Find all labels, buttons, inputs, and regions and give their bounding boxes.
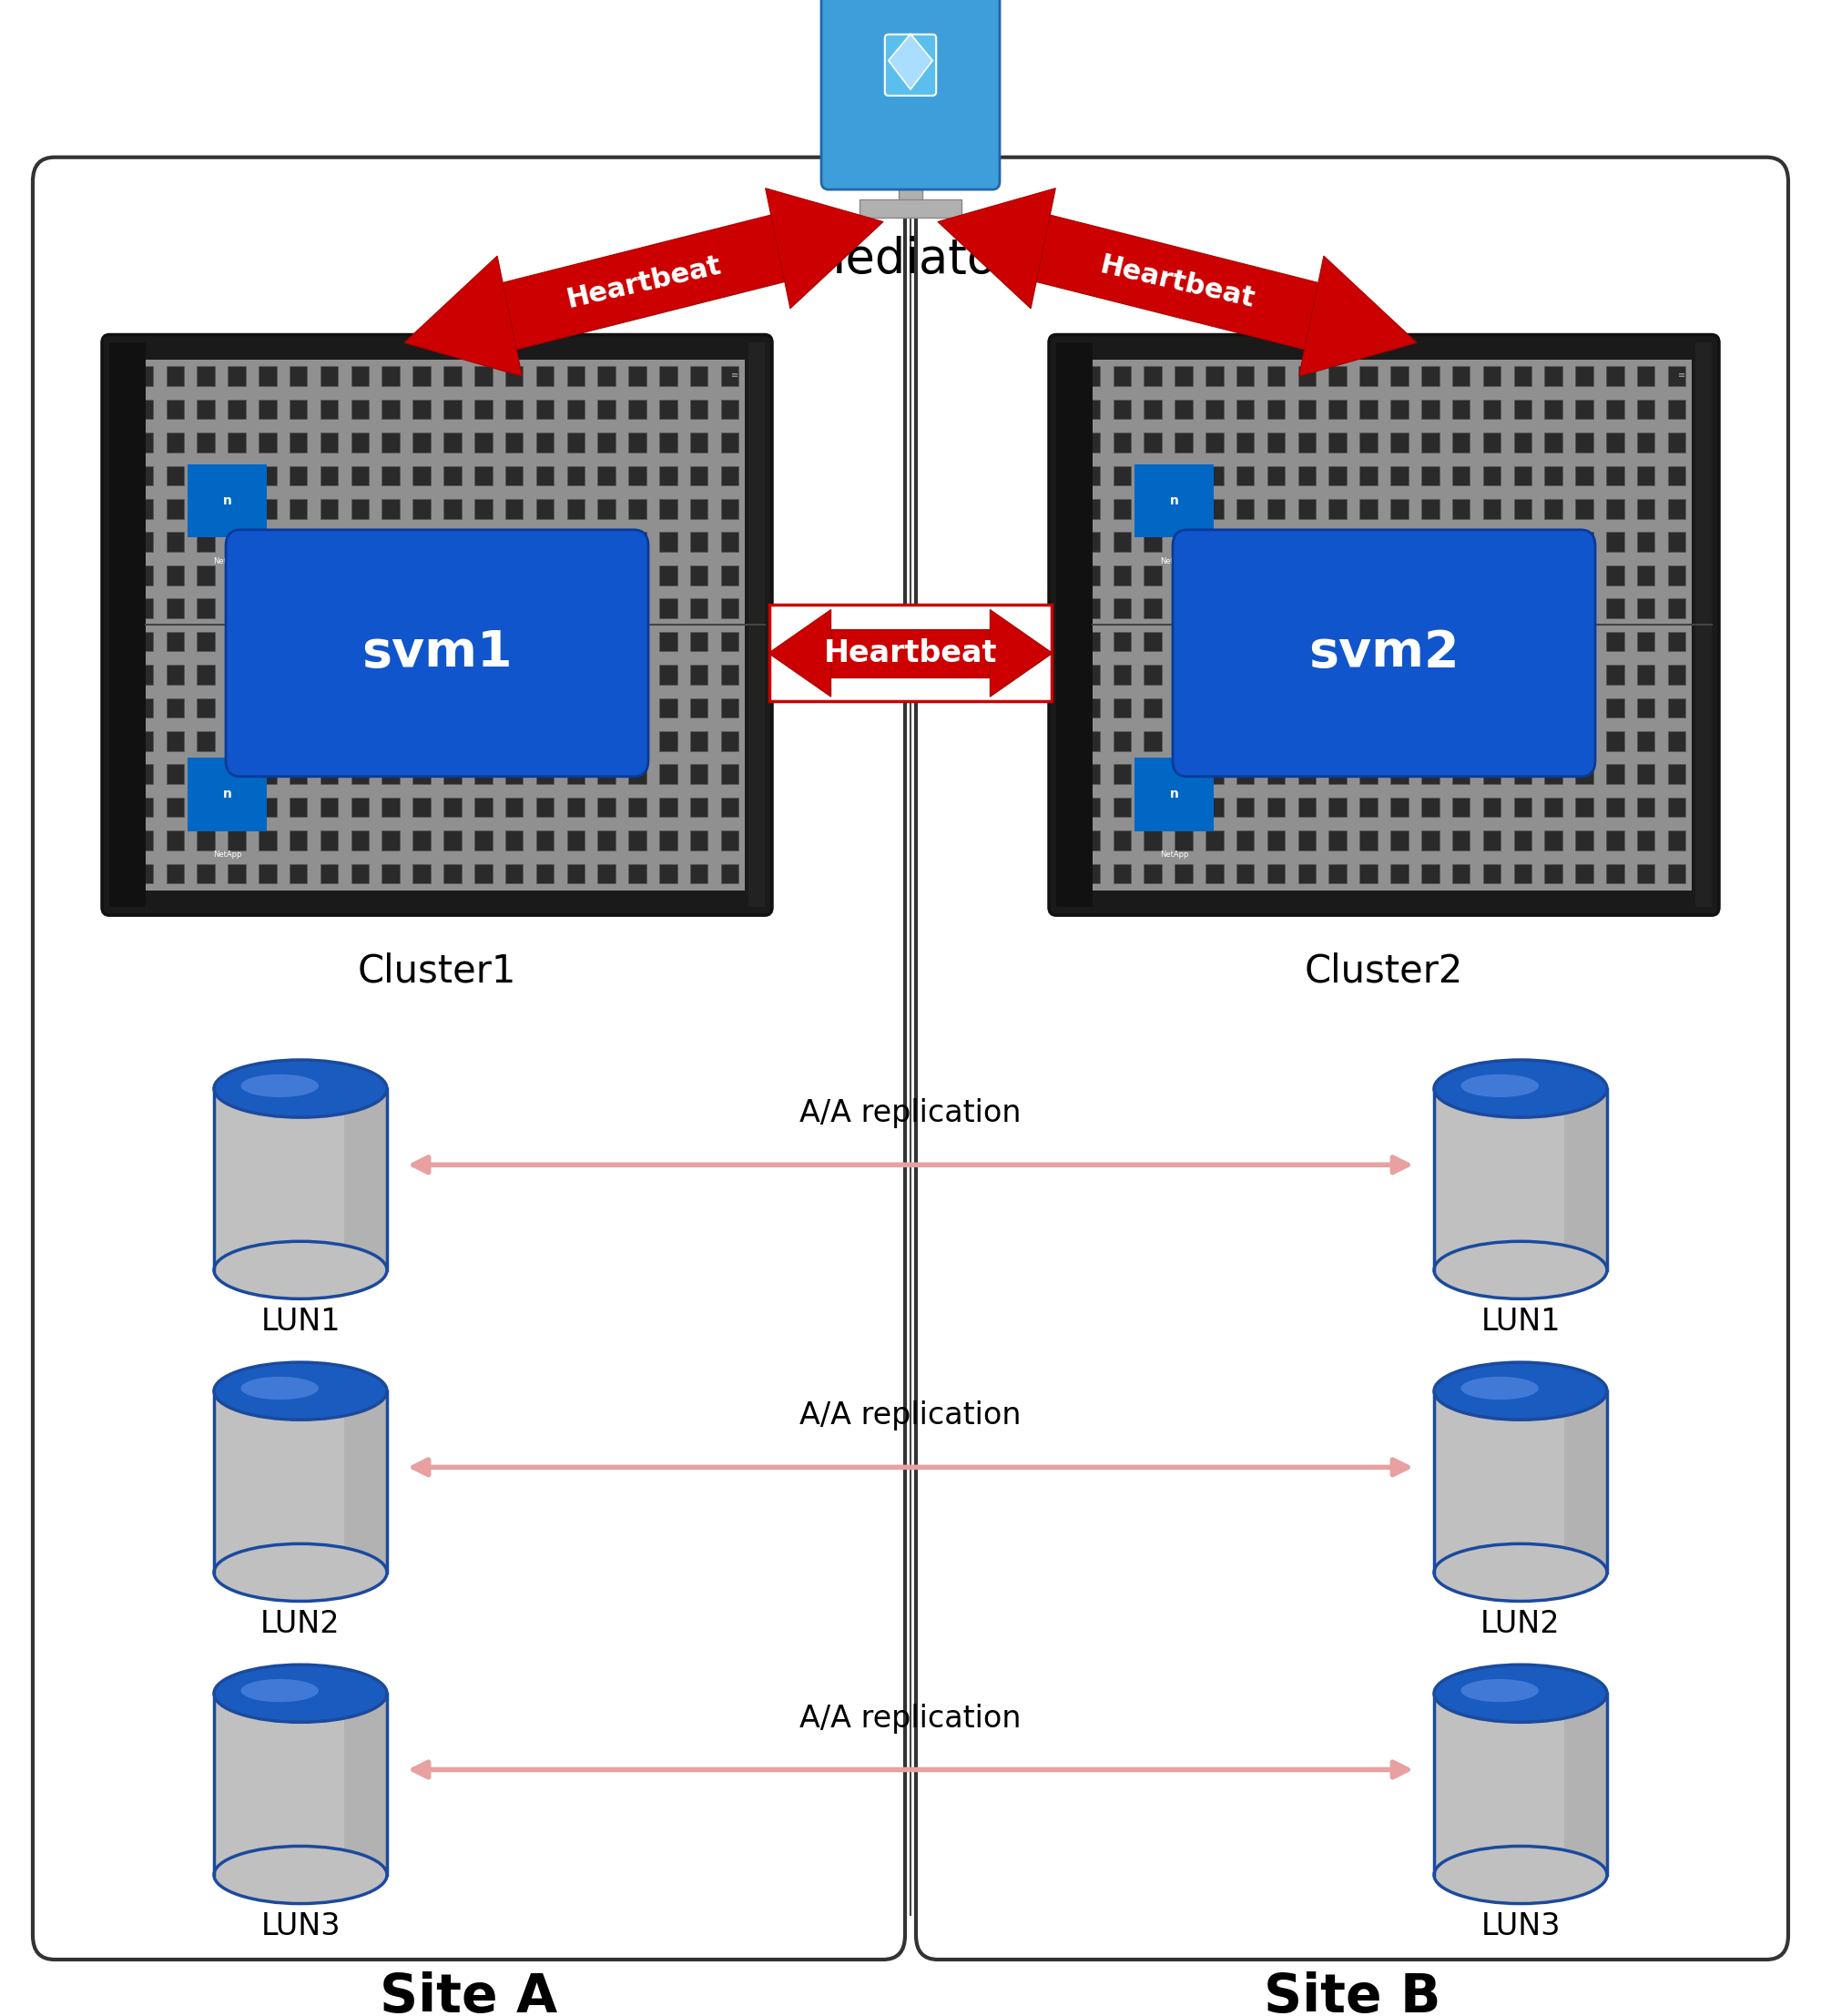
Bar <box>215 1391 388 1572</box>
Text: Mediator: Mediator <box>805 236 1016 282</box>
Ellipse shape <box>1435 1544 1608 1601</box>
Bar <box>1056 343 1093 907</box>
Ellipse shape <box>1460 1075 1539 1097</box>
Text: Site A: Site A <box>381 1972 557 2016</box>
Polygon shape <box>765 187 883 308</box>
Polygon shape <box>889 34 932 89</box>
Ellipse shape <box>215 1060 386 1117</box>
Ellipse shape <box>215 1242 386 1298</box>
FancyBboxPatch shape <box>1173 530 1595 776</box>
Ellipse shape <box>1435 1363 1608 1419</box>
Bar <box>188 758 266 831</box>
Text: n: n <box>1169 494 1178 508</box>
Text: ≡: ≡ <box>732 371 739 381</box>
Text: Site B: Site B <box>1264 1972 1440 2016</box>
FancyBboxPatch shape <box>821 0 1000 190</box>
Text: LUN1: LUN1 <box>1480 1306 1561 1337</box>
Text: n: n <box>222 494 231 508</box>
Polygon shape <box>1298 256 1417 377</box>
Bar <box>344 1089 386 1270</box>
Text: Cluster1: Cluster1 <box>357 952 517 990</box>
Ellipse shape <box>1435 1847 1608 1903</box>
Bar <box>215 1089 388 1270</box>
Text: NetApp: NetApp <box>1160 851 1189 859</box>
Text: LUN2: LUN2 <box>260 1609 341 1639</box>
Ellipse shape <box>215 1544 386 1601</box>
Text: A/A replication: A/A replication <box>799 1401 1022 1431</box>
Bar <box>1435 1089 1608 1270</box>
Text: LUN3: LUN3 <box>1480 1911 1561 1941</box>
Text: Heartbeat: Heartbeat <box>1098 252 1256 312</box>
Bar <box>129 359 745 891</box>
Text: NetApp: NetApp <box>1160 556 1189 564</box>
Polygon shape <box>503 216 785 349</box>
Text: LUN2: LUN2 <box>1480 1609 1561 1639</box>
Bar <box>215 1693 388 1875</box>
FancyBboxPatch shape <box>102 335 772 915</box>
Bar <box>1134 758 1213 831</box>
FancyBboxPatch shape <box>226 530 648 776</box>
Bar <box>344 1391 386 1572</box>
Text: NetApp: NetApp <box>213 556 242 564</box>
Polygon shape <box>1036 216 1318 349</box>
Bar <box>1435 1391 1608 1572</box>
Text: svm1: svm1 <box>362 629 512 677</box>
Bar <box>1695 343 1712 907</box>
Ellipse shape <box>1460 1679 1539 1702</box>
Bar <box>1564 1693 1608 1875</box>
Text: ≡: ≡ <box>1679 371 1686 381</box>
Ellipse shape <box>240 1075 319 1097</box>
Bar <box>109 343 146 907</box>
FancyBboxPatch shape <box>1049 335 1719 915</box>
Bar <box>344 1693 386 1875</box>
Ellipse shape <box>1460 1377 1539 1399</box>
Bar <box>860 200 961 218</box>
Bar <box>1564 1089 1608 1270</box>
Ellipse shape <box>1435 1242 1608 1298</box>
Bar <box>1564 1391 1608 1572</box>
Bar <box>1076 359 1692 891</box>
Polygon shape <box>991 609 1053 698</box>
Polygon shape <box>768 609 830 698</box>
Text: A/A replication: A/A replication <box>799 1704 1022 1734</box>
Text: NetApp: NetApp <box>213 851 242 859</box>
Ellipse shape <box>240 1679 319 1702</box>
Ellipse shape <box>215 1665 386 1722</box>
Bar <box>1435 1693 1608 1875</box>
Ellipse shape <box>1435 1665 1608 1722</box>
Text: n: n <box>1169 788 1178 800</box>
Text: Heartbeat: Heartbeat <box>823 639 998 667</box>
Polygon shape <box>830 629 991 677</box>
Polygon shape <box>938 187 1056 308</box>
Text: svm2: svm2 <box>1309 629 1459 677</box>
Bar <box>1134 464 1213 538</box>
FancyBboxPatch shape <box>33 157 905 1960</box>
Text: Heartbeat: Heartbeat <box>565 252 723 312</box>
Polygon shape <box>404 256 523 377</box>
Ellipse shape <box>1435 1060 1608 1117</box>
FancyBboxPatch shape <box>885 34 936 95</box>
FancyBboxPatch shape <box>768 605 1053 702</box>
Ellipse shape <box>215 1847 386 1903</box>
Text: A/A replication: A/A replication <box>799 1099 1022 1129</box>
Text: Cluster2: Cluster2 <box>1304 952 1464 990</box>
Bar <box>188 464 266 538</box>
FancyBboxPatch shape <box>916 157 1788 1960</box>
Bar <box>748 343 765 907</box>
Ellipse shape <box>240 1377 319 1399</box>
Ellipse shape <box>215 1363 386 1419</box>
Text: LUN1: LUN1 <box>260 1306 341 1337</box>
Text: LUN3: LUN3 <box>260 1911 341 1941</box>
Bar <box>900 171 921 212</box>
Text: n: n <box>222 788 231 800</box>
